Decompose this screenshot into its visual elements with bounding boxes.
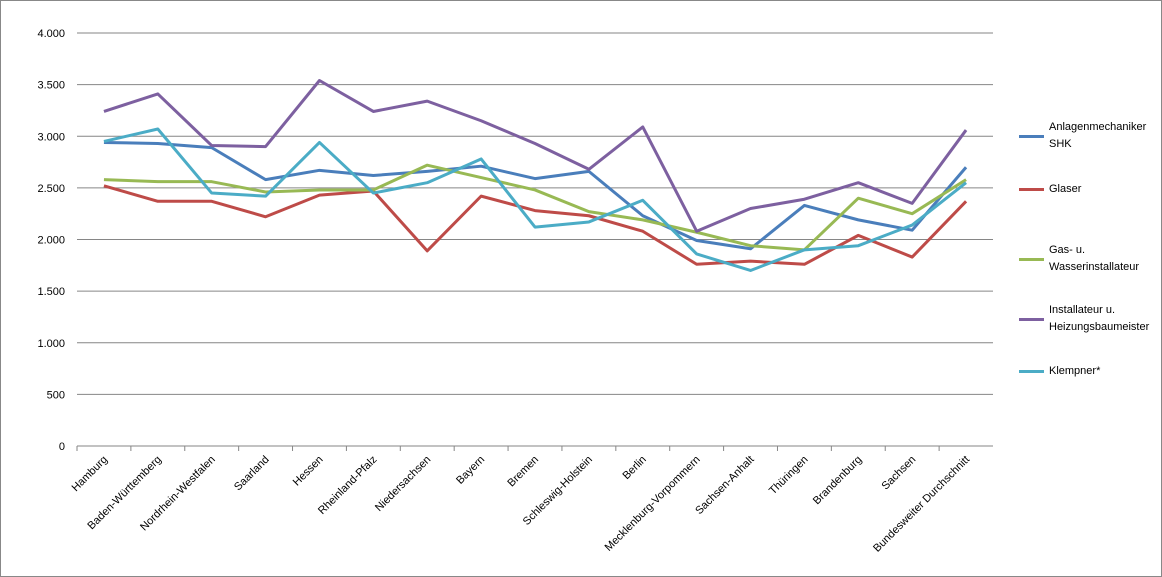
legend-item: Installateur u. Heizungsbaumeister — [1019, 302, 1161, 336]
series-line — [103, 127, 967, 272]
x-tick-label: Berlin — [621, 454, 649, 482]
x-tick-label: Thüringen — [767, 454, 811, 498]
y-tick-label: 500 — [47, 389, 65, 401]
legend-swatch — [1019, 369, 1044, 373]
x-tick-label: Niedersachsen — [373, 454, 433, 514]
legend-item: Gas- u. Wasserinstallateur — [1019, 242, 1161, 276]
y-tick-label: 1.500 — [37, 286, 65, 298]
x-tick-label: Mecklenburg-Vorpommern — [603, 454, 703, 554]
series-line — [103, 78, 968, 233]
y-tick-label: 0 — [59, 441, 65, 453]
y-tick-label: 3.000 — [37, 131, 65, 143]
x-tick-label: Sachsen — [880, 454, 919, 493]
x-tick-label: Saarland — [232, 454, 272, 494]
x-tick-label: Sachsen-Anhalt — [693, 454, 756, 517]
legend-item: Klempner* — [1019, 354, 1161, 388]
x-tick-label: Brandenburg — [811, 454, 864, 507]
legend-item: Anlagenmechaniker SHK — [1019, 119, 1161, 153]
legend-label: Installateur u. Heizungsbaumeister — [1049, 304, 1150, 333]
series-line — [103, 184, 968, 266]
x-tick-label: Rheinland-Pfalz — [316, 454, 379, 517]
legend-swatch — [1019, 134, 1044, 138]
y-tick-label: 4.000 — [37, 28, 65, 40]
y-tick-label: 3.500 — [37, 80, 65, 92]
legend-label: Gas- u. Wasserinstallateur — [1049, 244, 1140, 273]
legend-item: Glaser — [1019, 172, 1161, 206]
y-tick-label: 1.000 — [37, 338, 65, 350]
legend-swatch — [1019, 257, 1044, 261]
y-tick-label: 2.500 — [37, 183, 65, 195]
series-line — [103, 140, 968, 251]
legend-swatch — [1019, 317, 1044, 321]
series-line — [103, 163, 967, 252]
x-tick-label: Bundesweiter Durchschnitt — [871, 454, 972, 555]
x-tick-label: Bremen — [505, 454, 541, 490]
y-tick-label: 2.000 — [37, 235, 65, 247]
legend-label: Anlagenmechaniker SHK — [1049, 121, 1147, 150]
legend-label: Glaser — [1049, 182, 1082, 195]
x-tick-label: Hamburg — [70, 454, 110, 494]
x-tick-label: Bayern — [454, 454, 487, 487]
x-tick-label: Hessen — [291, 454, 326, 489]
legend-label: Klempner* — [1049, 364, 1101, 377]
legend-swatch — [1019, 187, 1044, 191]
